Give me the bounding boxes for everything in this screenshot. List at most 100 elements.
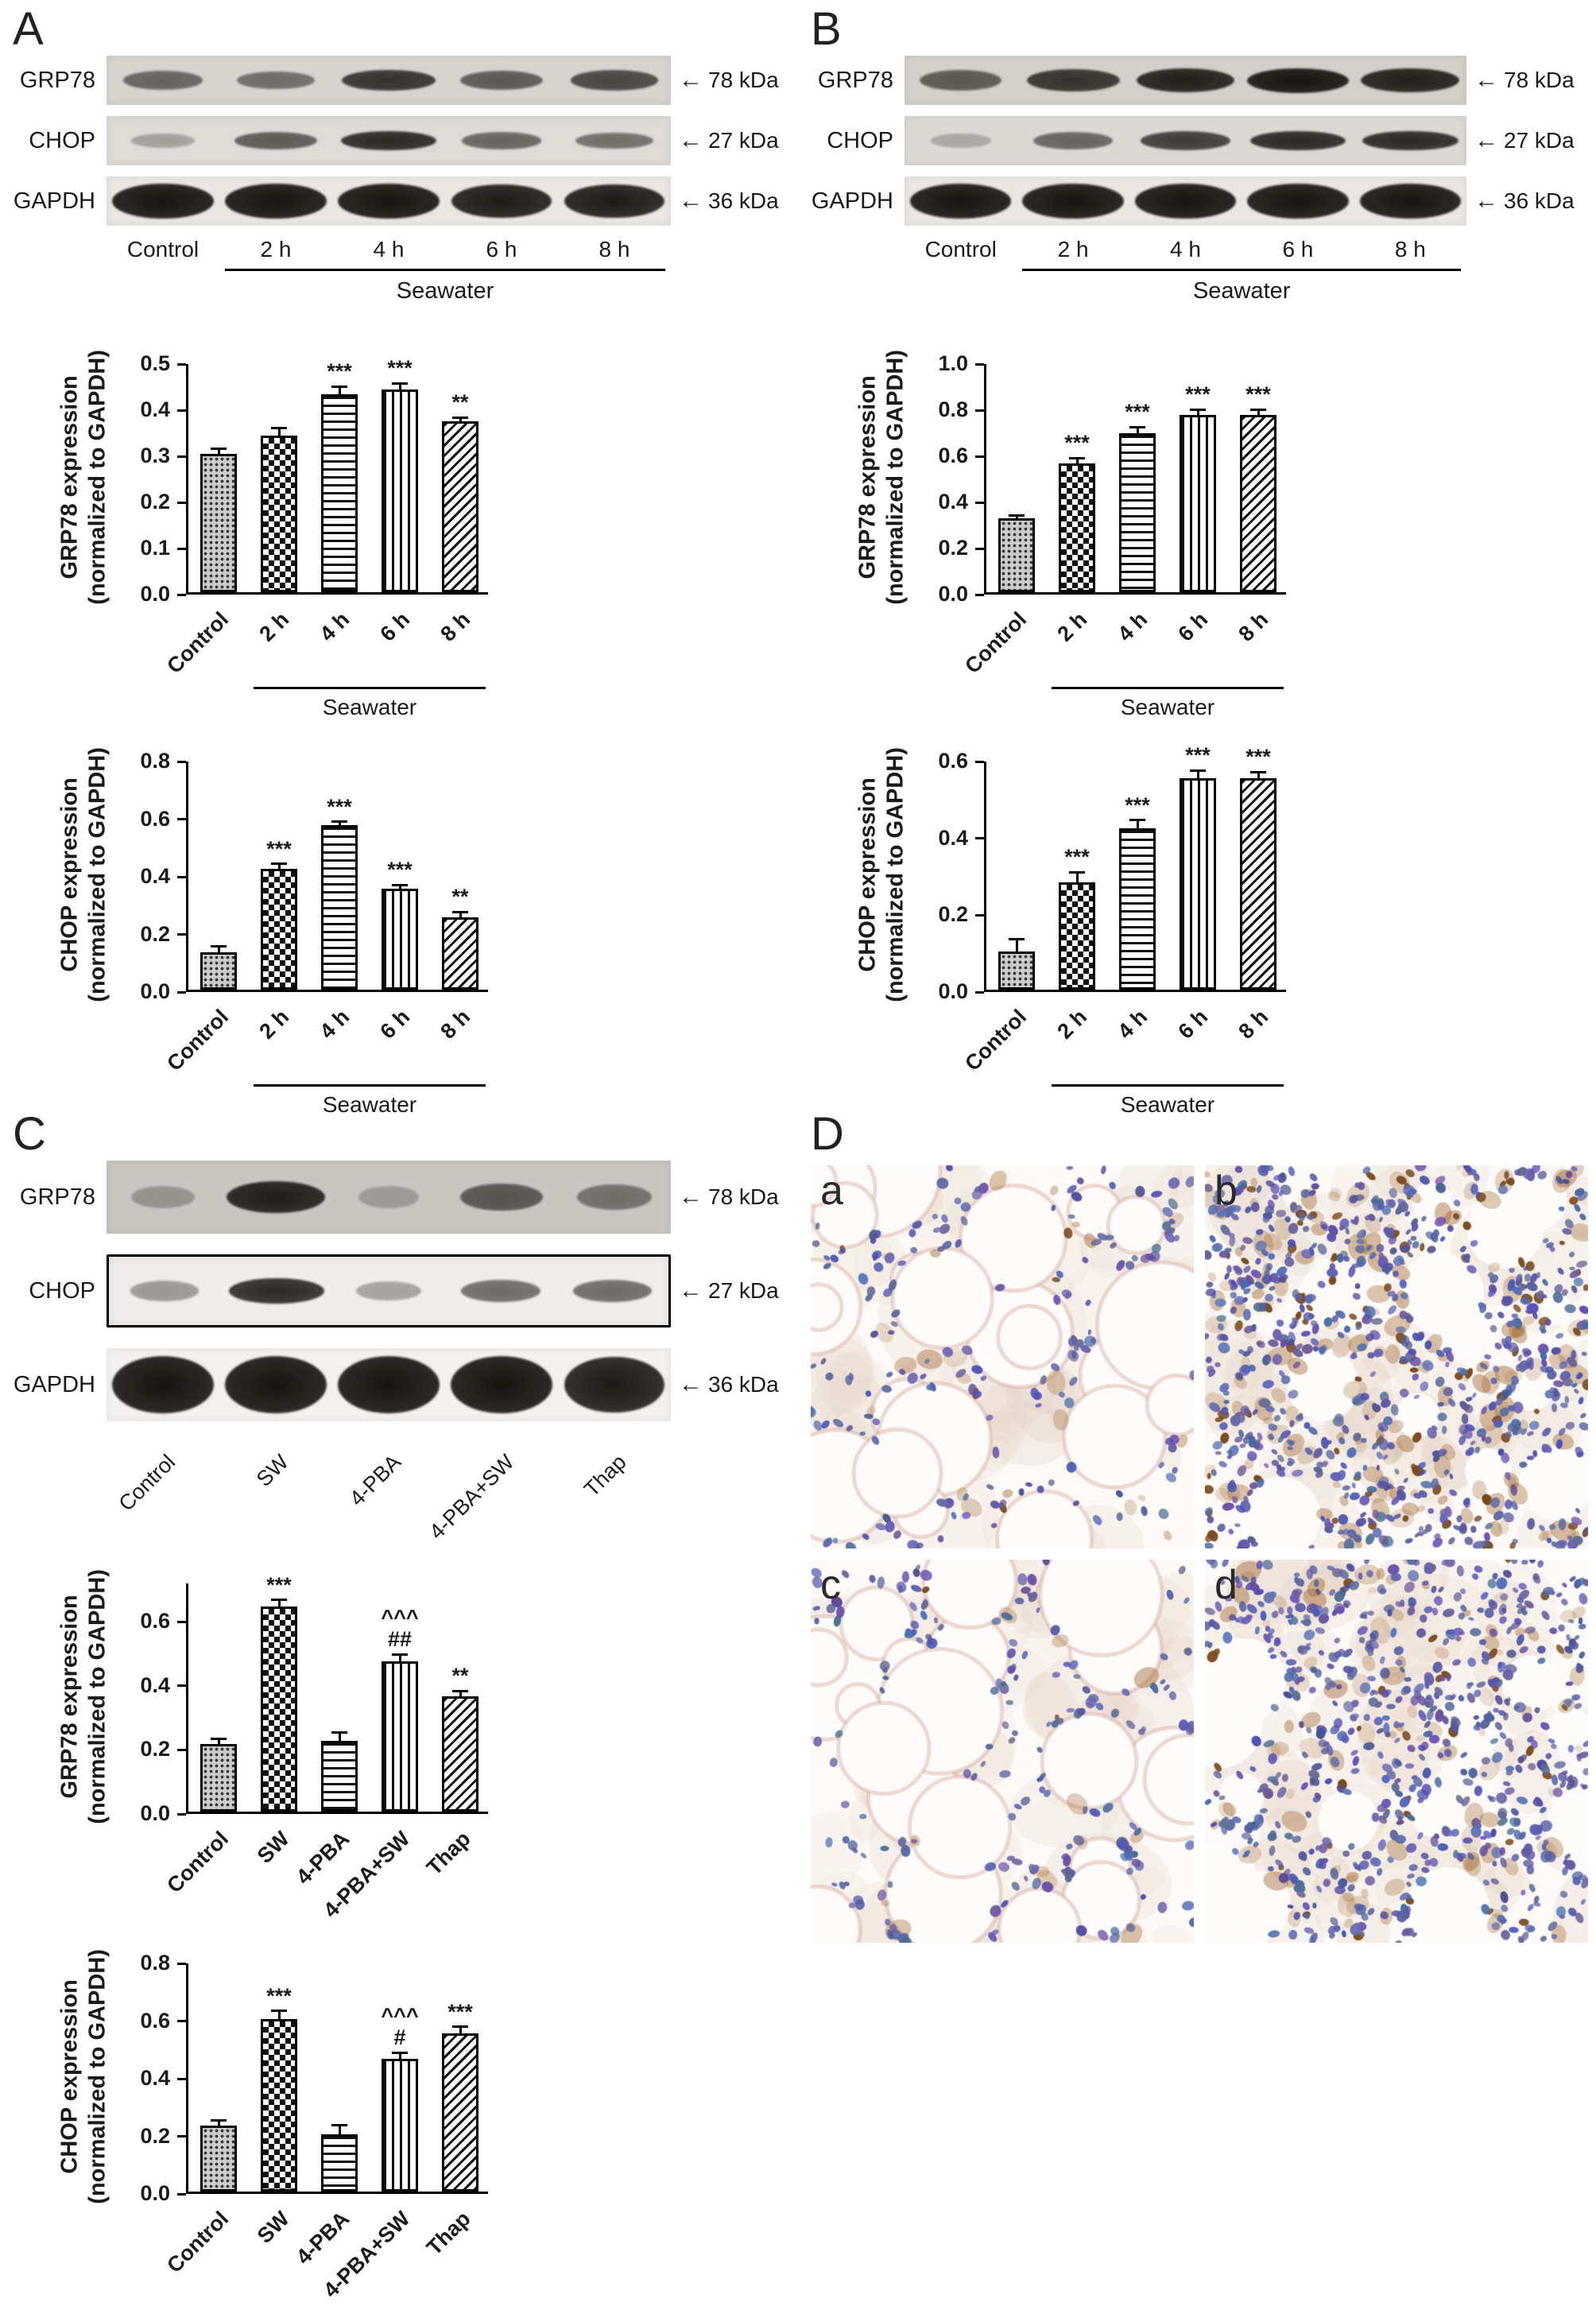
subpanel-letter-c: c <box>820 1562 841 1608</box>
group-label: Seawater <box>1120 1092 1215 1117</box>
y-tick-label: 0.8 <box>938 397 968 421</box>
bar-control <box>200 952 237 990</box>
protein-band <box>358 1186 420 1208</box>
protein-band <box>112 184 214 219</box>
kda-label: 78 kDa <box>1504 68 1575 92</box>
error-bar <box>338 1733 341 1742</box>
bar-control <box>200 2125 237 2192</box>
protein-band <box>130 1185 196 1209</box>
blot-strip-chop <box>107 1254 671 1327</box>
significance-marker: ^^^ # <box>381 2003 419 2050</box>
bar-2-h <box>1059 463 1095 592</box>
histology-canvas-b <box>1205 1165 1588 1548</box>
error-bar-cap <box>331 1731 347 1734</box>
blot-strip-gapdh <box>107 176 671 226</box>
x-tick-label: SW <box>252 1827 294 1868</box>
error-bar-cap <box>1069 456 1085 459</box>
protein-band <box>564 1356 664 1413</box>
bar-4-h <box>1119 432 1156 592</box>
x-tick-label: SW <box>252 2207 294 2248</box>
chart-C-CHOP: CHOP expression (normalized to GAPDH) Cont… <box>35 1936 575 2304</box>
x-tick-label: 2 h <box>254 607 294 646</box>
error-bar <box>338 2125 341 2134</box>
left-arrow-icon: ← <box>679 188 703 214</box>
error-bar-cap <box>452 1689 468 1692</box>
blot-strip-grp78 <box>107 56 671 105</box>
protein-label: GRP78 <box>19 67 95 93</box>
protein-band <box>1134 184 1237 219</box>
bar-6-h <box>1180 414 1216 592</box>
treatment-group: Seawater <box>107 269 671 324</box>
x-tick-label: Control <box>162 1005 234 1076</box>
lane-label-text: Control <box>924 237 997 262</box>
error-bar <box>1075 872 1079 882</box>
bar-sw <box>261 1607 297 1812</box>
x-tick-label: 2 h <box>254 1005 294 1044</box>
error-bar-cap <box>392 883 408 886</box>
chart-B-GRP78: GRP78 expression (normalized to GAPDH) Con… <box>833 337 1373 722</box>
error-bar <box>1075 458 1079 463</box>
y-tick <box>975 913 984 917</box>
histology-canvas-c <box>811 1560 1194 1943</box>
protein-band <box>577 1184 652 1211</box>
y-tick <box>177 760 186 763</box>
plot-area: Control *** 2 h *** 4 h *** 6 h *** 8 h Seawater <box>960 364 1286 719</box>
protein-band <box>564 184 664 219</box>
bar-thap <box>442 1696 478 1812</box>
x-tick-label: Thap <box>421 2207 475 2260</box>
protein-band <box>130 134 196 148</box>
error-bar-cap <box>1069 870 1085 874</box>
protein-band <box>570 70 659 91</box>
error-bar-cap <box>331 385 347 388</box>
protein-band <box>451 1356 552 1413</box>
protein-band <box>1249 130 1346 151</box>
panel-label-B: B <box>811 3 842 55</box>
blot-strip-gapdh <box>905 176 1466 226</box>
y-axis-title-line: GRP78 expression <box>56 1595 83 1799</box>
subpanel-letter-d: d <box>1214 1562 1238 1608</box>
error-bar-cap <box>392 382 408 385</box>
blot-lane <box>109 1257 221 1325</box>
group-underline <box>254 687 486 689</box>
protein-band <box>130 1281 200 1301</box>
protein-label: CHOP <box>29 127 95 153</box>
blot-lane <box>219 1348 332 1421</box>
y-tick <box>177 593 186 596</box>
blot-row-chop: CHOP ← 27 kDa <box>13 1254 798 1327</box>
error-bar-cap <box>1250 408 1266 411</box>
y-tick-label: 0.6 <box>140 1609 170 1634</box>
error-bar <box>1136 820 1139 828</box>
error-bar-cap <box>331 2123 347 2126</box>
x-tick-label: 2 h <box>1052 1005 1092 1044</box>
protein-band <box>1033 132 1114 149</box>
blot-lane <box>332 1348 445 1421</box>
kda-annotation: ← 36 kDa <box>671 1372 798 1397</box>
bar-thap <box>442 2033 478 2192</box>
kda-label: 36 kDa <box>708 1372 779 1397</box>
x-tick-label: Control <box>162 1827 234 1898</box>
protein-band <box>1136 68 1235 93</box>
bar-2-h <box>1059 882 1095 990</box>
lane-label: Thap <box>558 1442 671 1544</box>
blot-lane <box>1354 56 1466 105</box>
error-bar-cap <box>1009 514 1025 517</box>
protein-band <box>225 184 327 219</box>
protein-band <box>338 184 440 219</box>
y-tick-label: 0.6 <box>938 444 968 467</box>
protein-band <box>451 184 552 219</box>
y-tick-label: 0.0 <box>140 1801 170 1825</box>
protein-band <box>1247 68 1349 93</box>
error-bar-cap <box>1129 425 1145 428</box>
blot-lane <box>107 1161 219 1234</box>
error-bar <box>277 2011 281 2019</box>
error-bar <box>459 2027 462 2033</box>
x-tick-label: 8 h <box>1234 1005 1273 1044</box>
error-bar <box>459 912 462 918</box>
lane-label-text: 4-PBA <box>344 1450 406 1511</box>
kda-annotation: ← 36 kDa <box>671 188 798 214</box>
protein-label: GAPDH <box>13 188 95 214</box>
histology-image-c: c <box>811 1560 1194 1943</box>
blot-lane <box>558 1161 671 1234</box>
blot-row-grp78: GRP78 ← 78 kDa <box>13 1161 798 1234</box>
error-bar-cap <box>211 2119 227 2122</box>
